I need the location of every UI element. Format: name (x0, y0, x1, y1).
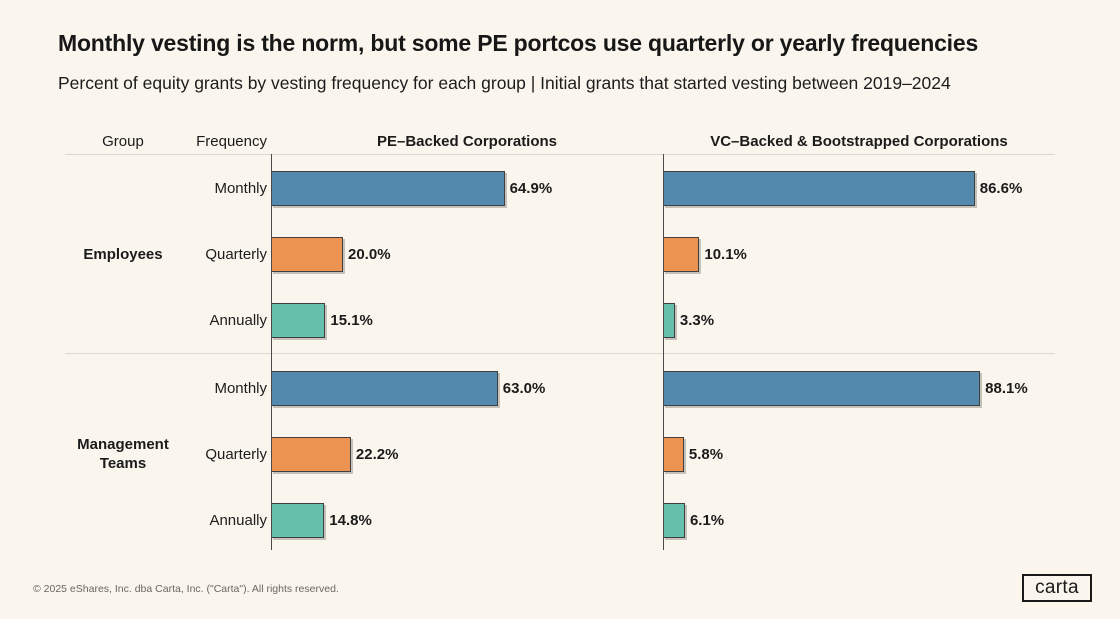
bar-group-vc: 10.1% (663, 236, 747, 272)
bar (663, 302, 675, 338)
bar (663, 370, 981, 406)
value-label: 88.1% (985, 379, 1028, 397)
frequency-column-header: Frequency (196, 133, 267, 150)
bar (271, 436, 351, 472)
bar (663, 170, 975, 206)
frequency-label: Annually (209, 311, 267, 329)
bar-group-pe: 64.9% (271, 170, 552, 206)
bar-group-pe: 22.2% (271, 436, 398, 472)
bar-row: Quarterly 20.0% 10.1% (65, 221, 1055, 287)
value-label: 22.2% (355, 445, 399, 463)
bar-group-vc: 3.3% (663, 302, 714, 338)
frequency-label: Monthly (214, 179, 267, 197)
bar-group-vc: 86.6% (663, 170, 1022, 206)
value-label: 6.1% (689, 511, 725, 529)
header-rule (65, 154, 1055, 155)
value-label: 20.0% (348, 245, 391, 263)
bar-group-pe: 14.8% (271, 502, 372, 538)
vesting-frequency-chart: Group Frequency PE–Backed Corporations V… (65, 133, 1055, 553)
group-divider-rule (65, 353, 1055, 354)
bar (271, 370, 498, 406)
page-subtitle: Percent of equity grants by vesting freq… (58, 73, 951, 93)
frequency-label: Monthly (214, 379, 267, 397)
value-label: 15.1% (330, 311, 373, 329)
page-title: Monthly vesting is the norm, but some PE… (58, 30, 979, 56)
bar-group-pe: 20.0% (271, 236, 391, 272)
value-label: 14.8% (329, 511, 372, 529)
bar-row: Quarterly 22.2% 5.8% (65, 421, 1055, 487)
bar (663, 236, 700, 272)
bar (271, 170, 505, 206)
carta-logo: carta (1022, 574, 1092, 602)
bar-row: Annually 14.8% 6.1% (65, 487, 1055, 553)
bar-row: Monthly 64.9% 86.6% (65, 155, 1055, 221)
value-label: 86.6% (979, 179, 1023, 197)
value-label: 5.8% (688, 445, 724, 463)
group-column-header: Group (102, 133, 144, 150)
vc-axis-line (663, 154, 664, 550)
value-label: 64.9% (509, 179, 553, 197)
bar (271, 236, 343, 272)
panel-header-vc-backed: VC–Backed & Bootstrapped Corporations (710, 133, 1008, 150)
bar-group-pe: 63.0% (271, 370, 545, 406)
frequency-label: Quarterly (205, 445, 267, 463)
bar (663, 502, 685, 538)
bar (271, 302, 326, 338)
bar-group-vc: 5.8% (663, 436, 723, 472)
bar-group-pe: 15.1% (271, 302, 373, 338)
value-label: 10.1% (704, 245, 747, 263)
group-label: Management Teams (77, 436, 169, 472)
bar (271, 502, 325, 538)
value-label: 3.3% (679, 311, 715, 329)
pe-axis-line (271, 154, 272, 550)
copyright-text: © 2025 eShares, Inc. dba Carta, Inc. ("C… (33, 583, 339, 595)
bar-group-vc: 88.1% (663, 370, 1028, 406)
group-label: Employees (83, 245, 163, 263)
panel-header-pe-backed: PE–Backed Corporations (376, 133, 558, 150)
bar (663, 436, 684, 472)
bar-row: Annually 15.1% 3.3% (65, 287, 1055, 353)
value-label: 63.0% (502, 379, 546, 397)
bar-row: Monthly 63.0% 88.1% (65, 355, 1055, 421)
frequency-label: Annually (209, 511, 267, 529)
frequency-label: Quarterly (205, 245, 267, 263)
bar-group-vc: 6.1% (663, 502, 724, 538)
